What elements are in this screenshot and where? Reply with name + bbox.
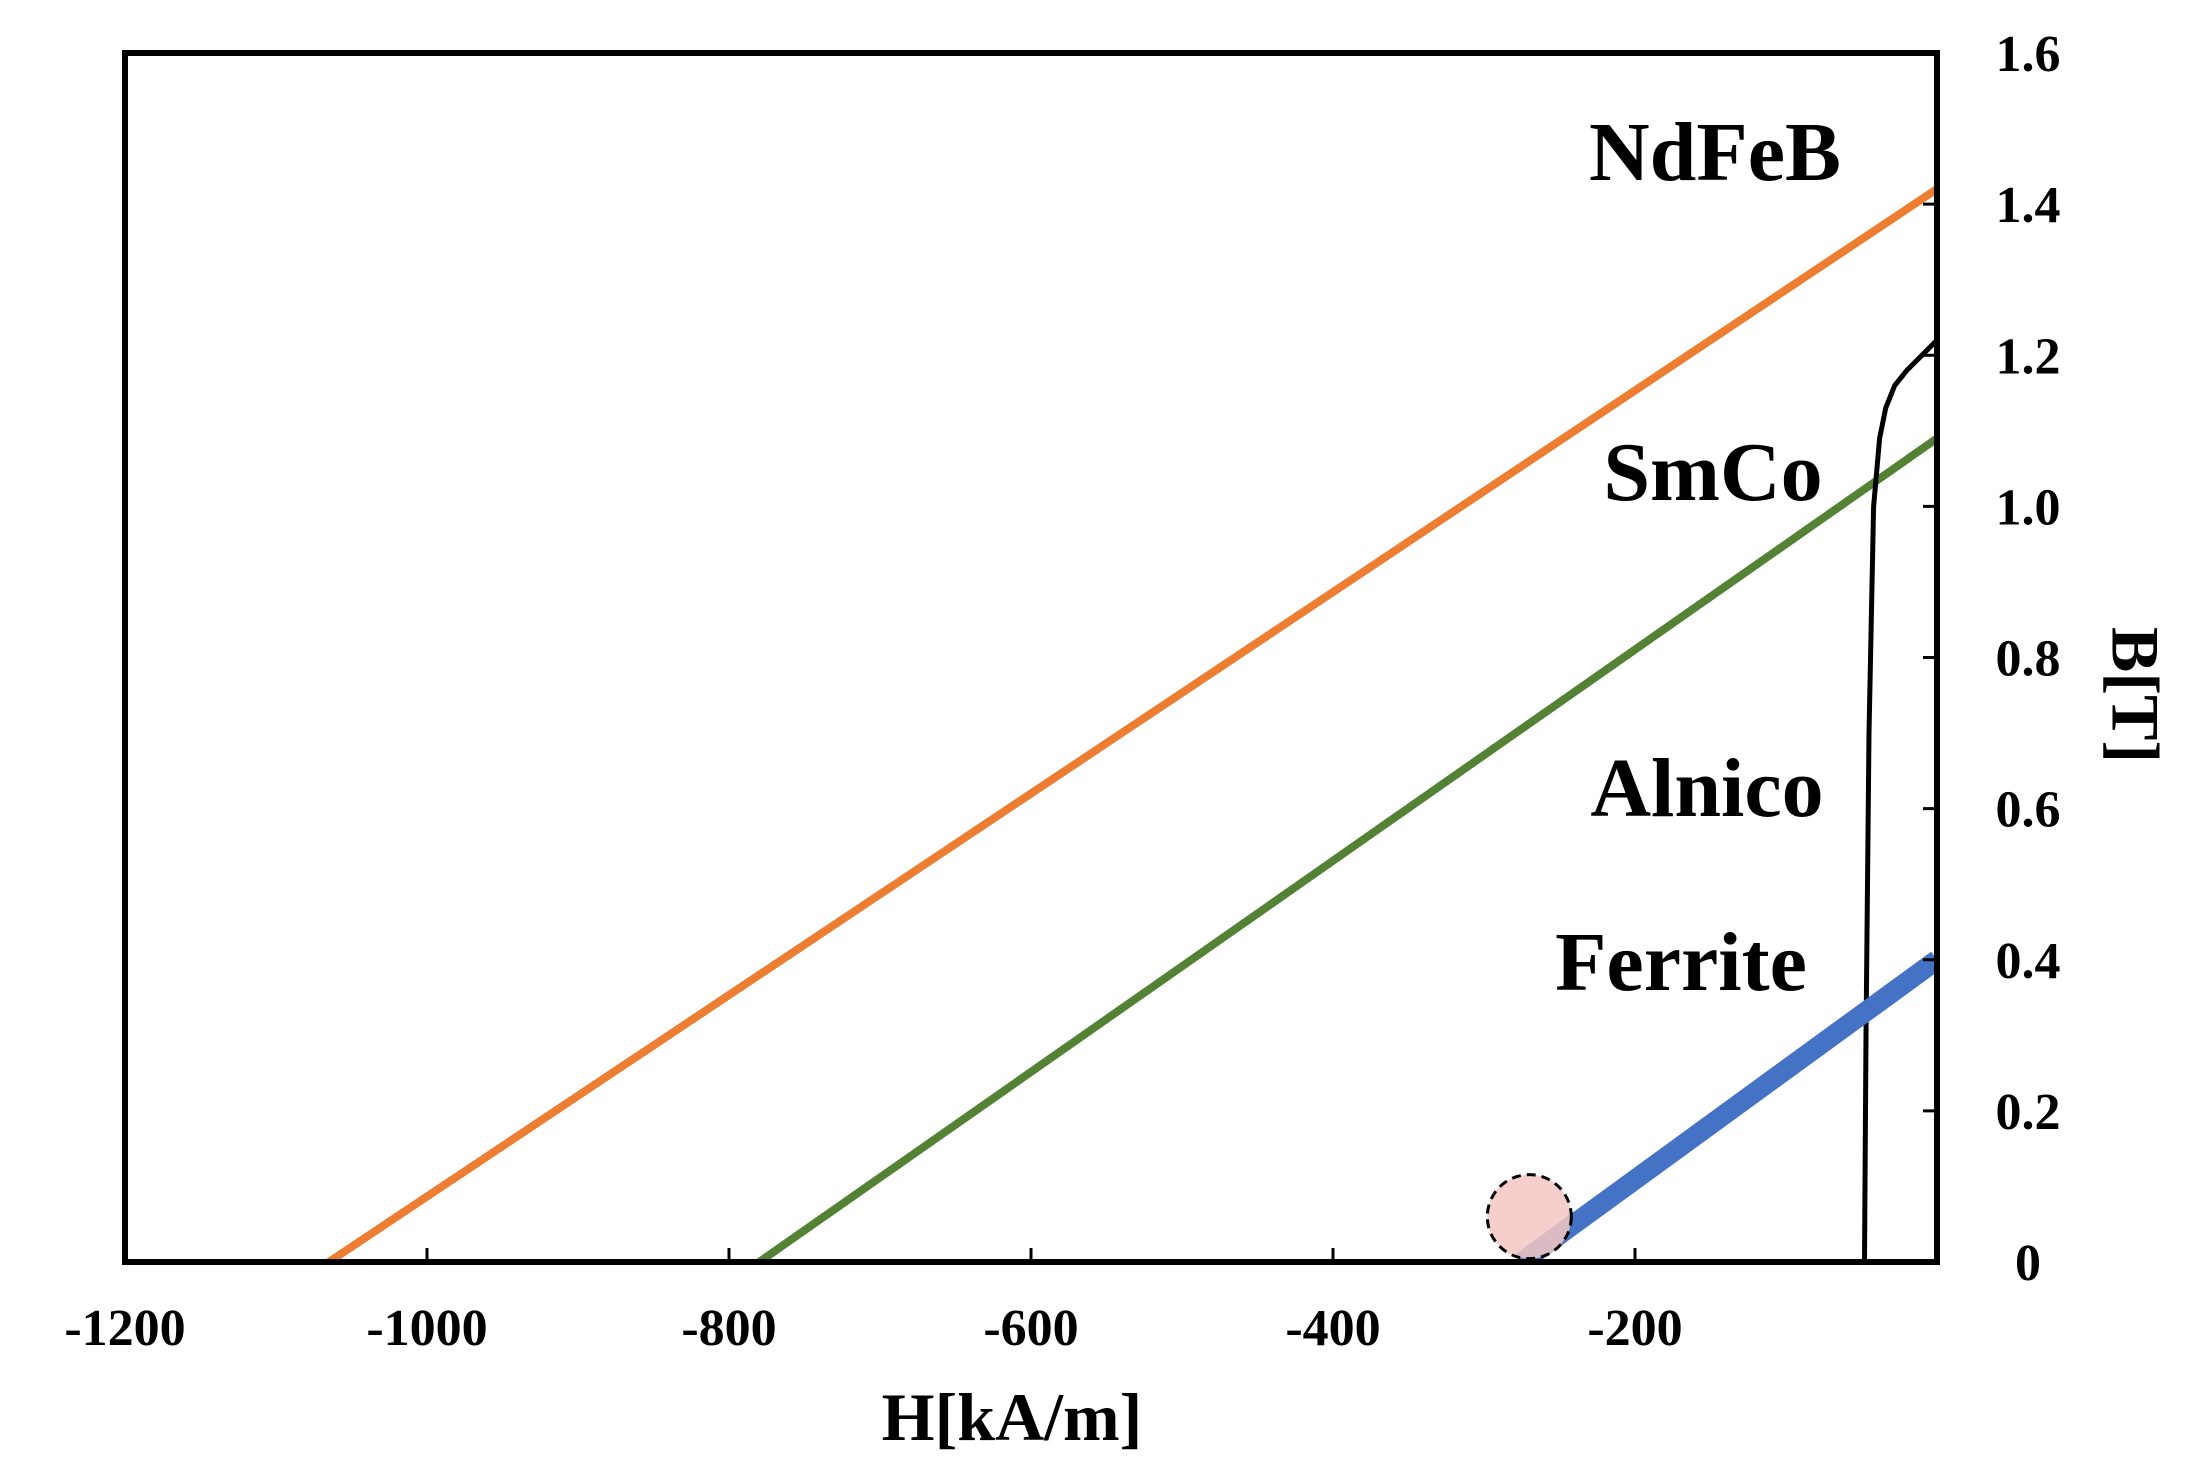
y-tick-label: 0.2 [1996,1084,2061,1141]
series-line-alnico [1862,338,1937,1262]
plot-frame [122,50,1940,1265]
series-labels: NdFeB SmCo Alnico Ferrite [1555,106,1841,1009]
y-tick-label: 0 [2015,1235,2041,1292]
y-tick-label: 1.2 [1996,328,2061,385]
y-axis-title: B[T] [2097,627,2173,763]
x-axis-ticks: -1200 -1000 -800 -600 -400 -200 [64,1248,1683,1357]
y-tick-label: 0.6 [1996,782,2061,839]
y-tick-label: 0.4 [1996,933,2061,990]
series-label-alnico: Alnico [1590,742,1823,835]
x-tick-label: -1200 [64,1300,185,1357]
series-line-ferrite [1515,951,1937,1262]
series-label-ndfeb: NdFeB [1589,106,1841,199]
x-tick-label: -1000 [366,1300,487,1357]
series-line-ndfeb [326,185,1937,1262]
x-tick-label: -600 [983,1300,1078,1357]
series-label-ferrite: Ferrite [1555,916,1807,1009]
x-tick-label: -200 [1587,1300,1682,1357]
y-tick-label: 1.4 [1996,177,2061,234]
annotation-layer [1485,1173,1573,1261]
x-axis-title: H[kA/m] [882,1379,1143,1455]
series-layer [326,185,1937,1262]
y-tick-label: 1.6 [1996,26,2061,83]
y-tick-label: 1.0 [1996,479,2061,536]
y-tick-label: 0.8 [1996,631,2061,688]
highlight-circle-marker [1485,1173,1573,1261]
y-axis-ticks: 0 0.2 0.4 0.6 0.8 1.0 1.2 1.4 1.6 [1923,26,2061,1292]
x-tick-label: -400 [1285,1300,1380,1357]
series-label-smco: SmCo [1603,426,1822,519]
x-tick-label: -800 [681,1300,776,1357]
series-line-smco [756,435,1937,1262]
